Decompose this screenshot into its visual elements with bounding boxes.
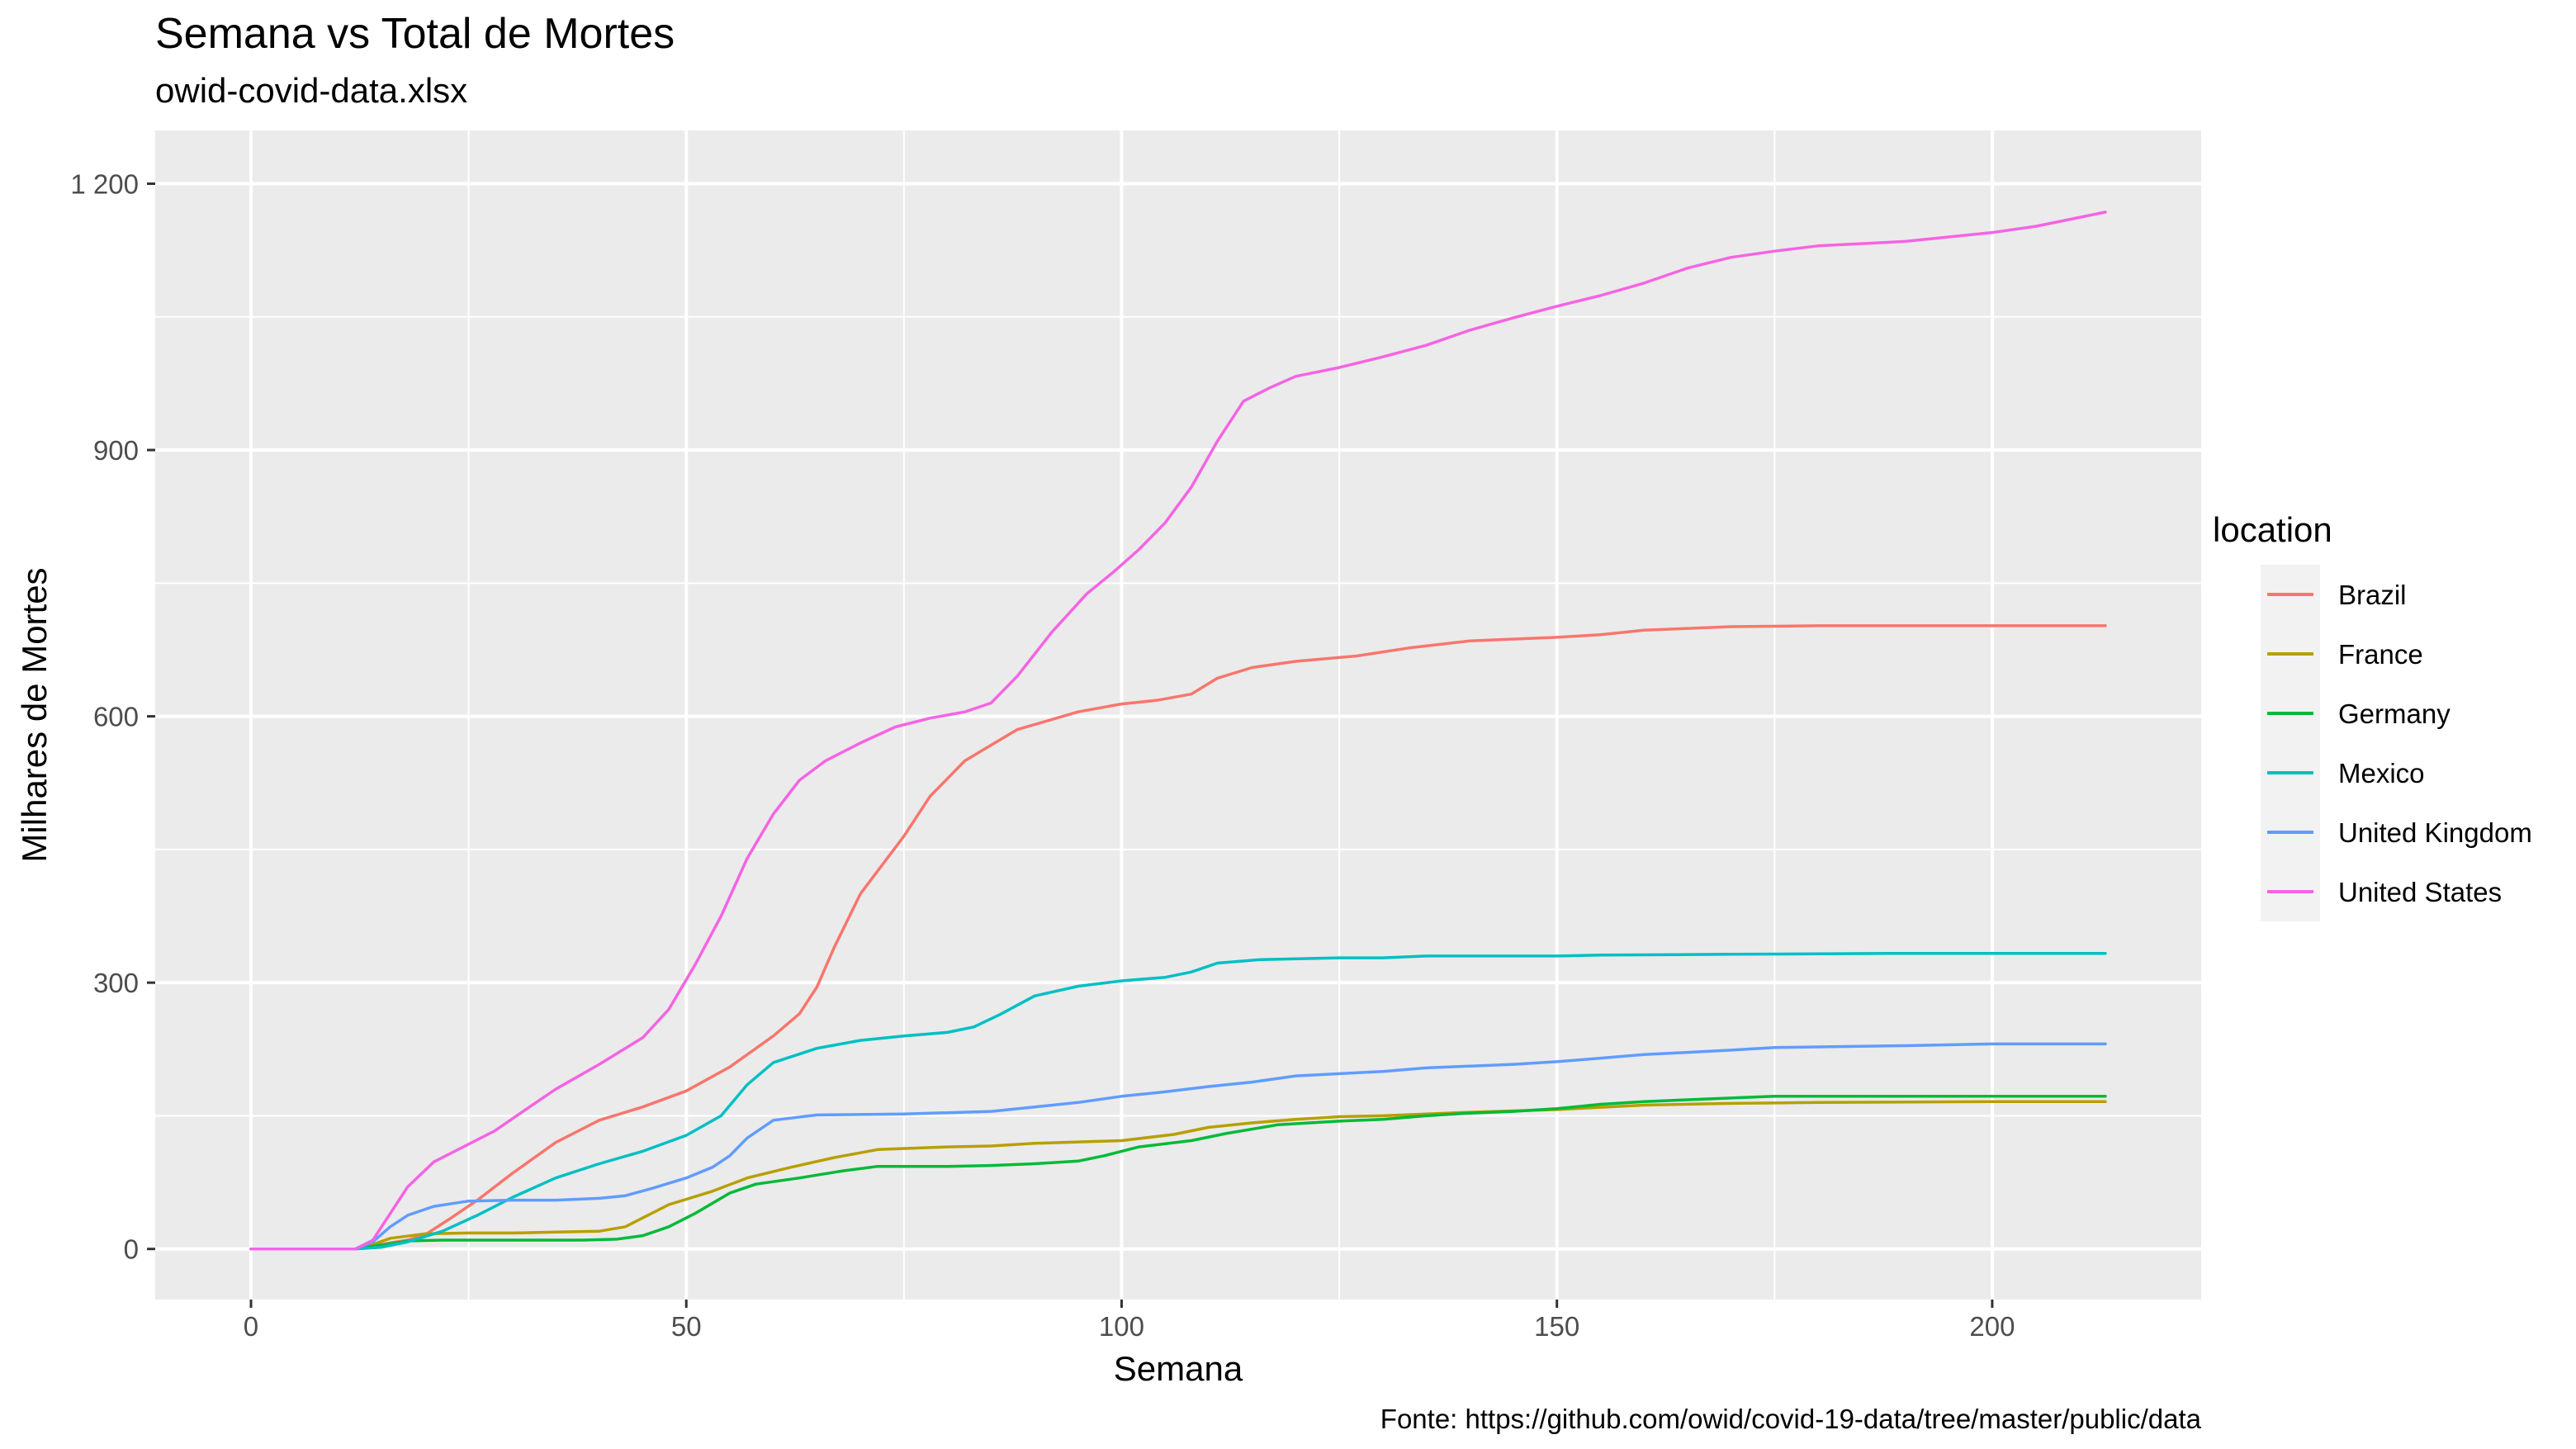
legend-key-background <box>2261 565 2320 921</box>
grid-major <box>155 130 2201 1300</box>
chart-caption: Fonte: https://github.com/owid/covid-19-… <box>1380 1404 2202 1434</box>
chart-subtitle: owid-covid-data.xlsx <box>155 71 467 110</box>
y-tick-label: 600 <box>93 702 139 732</box>
x-tick-label: 200 <box>1969 1311 2015 1342</box>
x-tick-label: 0 <box>244 1311 258 1342</box>
y-tick-label: 1 200 <box>70 169 139 200</box>
x-tick-label: 100 <box>1099 1311 1144 1342</box>
y-axis-title: Milhares de Mortes <box>15 567 54 862</box>
x-axis-title: Semana <box>1114 1349 1243 1388</box>
y-tick-label: 300 <box>93 968 139 998</box>
legend-items: Brazil France Germany Mexico United Kingdom U… <box>2261 565 2532 921</box>
legend-label: United Kingdom <box>2338 817 2532 848</box>
legend-label: Brazil <box>2338 580 2407 610</box>
legend: location Brazil France Germany Mexico United… <box>2213 510 2532 921</box>
legend-title: location <box>2213 510 2332 549</box>
series-line-united-kingdom <box>249 1042 2107 1251</box>
series-line-germany <box>249 1095 2107 1251</box>
series-line-brazil <box>249 624 2107 1251</box>
y-axis: 0 300 600 900 1 200 <box>70 169 155 1265</box>
legend-label: Mexico <box>2338 758 2425 788</box>
grid-minor <box>155 130 2201 1300</box>
legend-label: Germany <box>2338 698 2451 729</box>
x-tick-label: 150 <box>1534 1311 1579 1342</box>
series-lines <box>249 211 2107 1251</box>
chart-title: Semana vs Total de Mortes <box>155 10 675 58</box>
legend-label: France <box>2338 639 2423 670</box>
legend-label: United States <box>2338 877 2502 907</box>
series-line-mexico <box>249 951 2107 1251</box>
x-tick-label: 50 <box>671 1311 702 1342</box>
y-tick-label: 900 <box>93 435 139 466</box>
x-axis: 0 50 100 150 200 <box>244 1300 2015 1342</box>
series-line-united-states <box>249 211 2107 1251</box>
y-tick-label: 0 <box>124 1234 139 1265</box>
